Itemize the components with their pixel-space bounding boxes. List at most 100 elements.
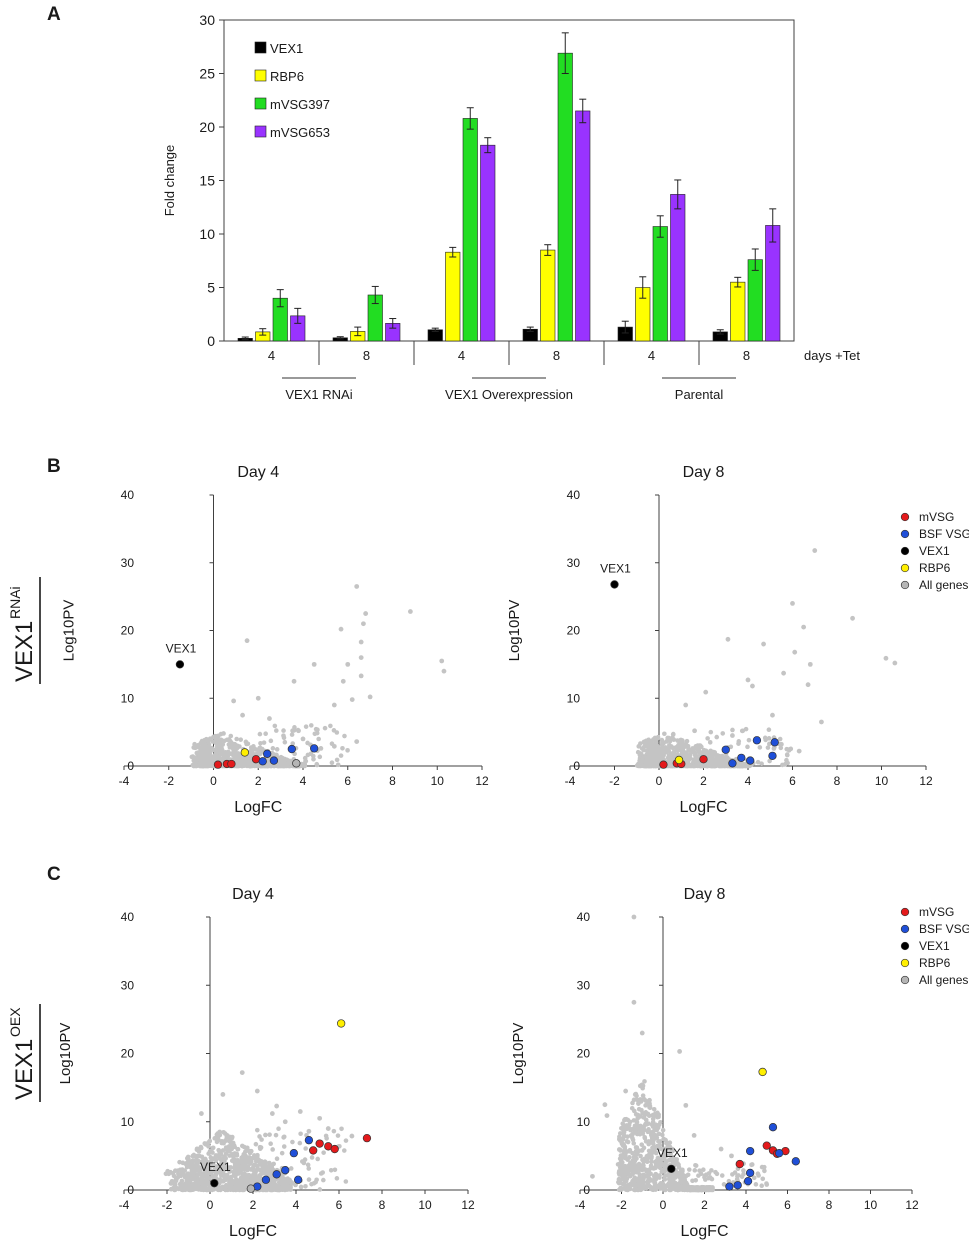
gene-point-background: [647, 1105, 652, 1110]
gene-point-background: [713, 761, 719, 767]
y-tick-label: 25: [199, 66, 215, 82]
gene-point-background: [217, 1129, 222, 1135]
gene-point-background: [785, 752, 790, 758]
gene-point-background: [621, 1130, 626, 1135]
gene-point-background: [232, 745, 238, 750]
annotation-label-vex1: VEX1: [200, 1160, 231, 1174]
x-tick-label: 0: [210, 774, 217, 788]
gene-point-background: [203, 753, 209, 758]
gene-point-background: [285, 1185, 290, 1191]
gene-point-background: [278, 763, 284, 769]
gene-point-background: [313, 726, 319, 732]
gene-point-background: [290, 728, 295, 734]
gene-point-background: [637, 1131, 643, 1137]
gene-point-background: [660, 1132, 665, 1138]
gene-point-background: [673, 1186, 679, 1191]
gene-point-background: [334, 757, 340, 763]
gene-point-background: [777, 736, 783, 742]
gene-point-background: [630, 1100, 635, 1106]
gene-point-outlier: [807, 661, 813, 667]
gene-point-background: [258, 740, 263, 746]
gene-point-bsf-vsg: [752, 736, 762, 745]
volcano-plot-rnai-day8: Day 8 0 10 20 30 40 -4 -2 0 2 4 6 8 10 12 LogFC Log10PV V…: [506, 464, 969, 816]
gene-point-background: [657, 1185, 663, 1191]
gene-point-background: [311, 756, 316, 762]
bar-mvsg653: [670, 194, 686, 342]
gene-point-background: [251, 1162, 257, 1168]
gene-point-background: [238, 737, 244, 742]
x-tick-label: -4: [119, 774, 130, 788]
gene-point-background: [258, 750, 263, 756]
gene-point-background: [309, 1155, 315, 1160]
gene-point-background: [640, 1093, 646, 1098]
gene-point-background: [634, 1097, 640, 1102]
gene-point-background: [274, 1156, 280, 1162]
gene-point-background: [246, 1172, 252, 1178]
gene-point-background: [172, 1187, 177, 1193]
gene-point-background: [713, 753, 719, 758]
gene-point-bsf-vsg: [743, 1176, 753, 1186]
y-tick-label: 30: [567, 556, 581, 570]
annotation-label-vex1: VEX1: [166, 641, 197, 655]
x-axis-title: LogFC: [234, 799, 282, 816]
gene-point-background: [225, 749, 231, 755]
gene-point-background: [679, 1184, 684, 1189]
gene-point-background: [745, 744, 750, 750]
gene-point-outlier: [274, 1103, 280, 1109]
gene-point-background: [224, 1146, 229, 1152]
gene-point-background: [778, 745, 784, 751]
gene-point-background: [640, 1164, 646, 1170]
gene-point-background: [263, 731, 268, 737]
legend-marker-rbp6: [900, 958, 910, 968]
x-tick-label: 4: [268, 348, 275, 363]
gene-point-background: [318, 1171, 324, 1176]
gene-point-background: [707, 1175, 713, 1180]
gene-point-background: [617, 1147, 623, 1153]
legend-swatch-mvsg397: [254, 97, 267, 110]
gene-point-background: [207, 1138, 213, 1144]
gene-point-background: [652, 1136, 658, 1141]
gene-point-background: [200, 1160, 206, 1166]
x-tick-label: 12: [475, 774, 489, 788]
gene-point-background: [271, 1161, 276, 1167]
gene-point-background: [638, 1083, 644, 1089]
gene-point-background: [662, 1187, 668, 1193]
gene-point-background: [650, 1178, 656, 1183]
gene-point-background: [695, 1187, 700, 1192]
y-tick-label: 10: [567, 691, 581, 705]
gene-point-background: [756, 1173, 761, 1178]
legend-label-bsf-vsg: BSF VSG: [919, 922, 969, 936]
gene-point-background: [639, 746, 645, 751]
gene-point-background: [690, 746, 695, 752]
gene-point-rbp6: [337, 1019, 346, 1028]
x-tick-label: 0: [656, 774, 663, 788]
gene-point-background: [193, 1180, 199, 1186]
gene-point-background: [708, 748, 713, 754]
gene-point-bsf-vsg: [258, 757, 267, 766]
gene-point-mvsg: [309, 1146, 318, 1155]
gene-point-background: [293, 1182, 298, 1188]
gene-point-background: [656, 1114, 661, 1120]
gene-point-background: [642, 1135, 648, 1141]
gene-point-background: [643, 1103, 648, 1108]
gene-point-background: [678, 1175, 684, 1180]
gene-point-background: [196, 1147, 202, 1152]
gene-point-background: [644, 757, 649, 763]
gene-point-background: [317, 754, 323, 760]
gene-point-background: [653, 1162, 659, 1167]
gene-point-background: [766, 736, 772, 741]
legend-label-vex1: VEX1: [919, 544, 950, 558]
gene-point-background: [653, 1171, 658, 1177]
panel-label-b: B: [47, 456, 61, 477]
y-tick-label: 10: [199, 226, 215, 242]
gene-point-mvsg: [659, 760, 668, 769]
bar-rbp6: [540, 249, 556, 342]
gene-point-background: [632, 1158, 638, 1164]
gene-point-outlier: [729, 1153, 734, 1159]
gene-point-background: [641, 1115, 647, 1120]
gene-point-background: [760, 1176, 766, 1182]
gene-point-background: [212, 1136, 218, 1141]
plot-title: Day 4: [232, 886, 274, 903]
gene-point-background: [177, 1185, 183, 1190]
gene-point-background: [219, 1178, 225, 1184]
